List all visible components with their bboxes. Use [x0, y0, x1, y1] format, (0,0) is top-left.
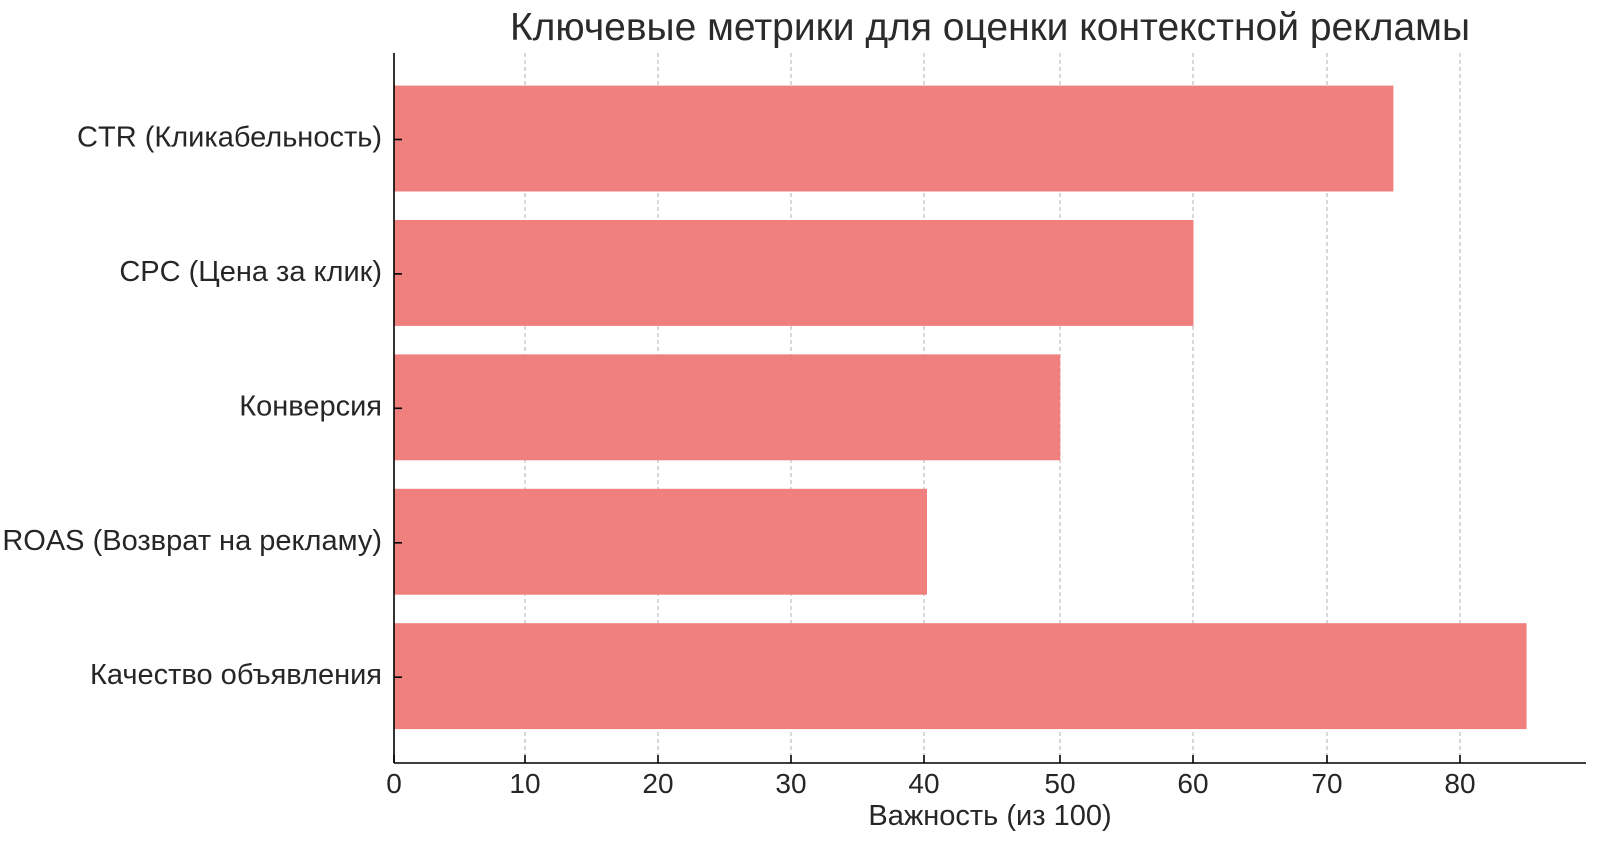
svg-text:50: 50 [1044, 768, 1075, 799]
svg-text:Ключевые метрики для оценки ко: Ключевые метрики для оценки контекстной … [510, 6, 1470, 49]
svg-text:10: 10 [509, 768, 540, 799]
svg-text:CPC (Цена за клик): CPC (Цена за клик) [119, 256, 382, 288]
svg-text:CTR (Кликабельность): CTR (Кликабельность) [77, 122, 382, 154]
svg-text:30: 30 [775, 768, 806, 799]
svg-text:40: 40 [908, 768, 939, 799]
svg-text:Важность (из 100): Важность (из 100) [868, 800, 1111, 832]
svg-text:Конверсия: Конверсия [239, 390, 382, 422]
svg-text:20: 20 [642, 768, 673, 799]
svg-text:70: 70 [1311, 768, 1342, 799]
svg-text:0: 0 [386, 768, 402, 799]
svg-text:Качество объявления: Качество объявления [90, 659, 382, 691]
svg-text:ROAS (Возврат на рекламу): ROAS (Возврат на рекламу) [2, 525, 382, 557]
svg-text:60: 60 [1177, 768, 1208, 799]
svg-text:80: 80 [1444, 768, 1475, 799]
